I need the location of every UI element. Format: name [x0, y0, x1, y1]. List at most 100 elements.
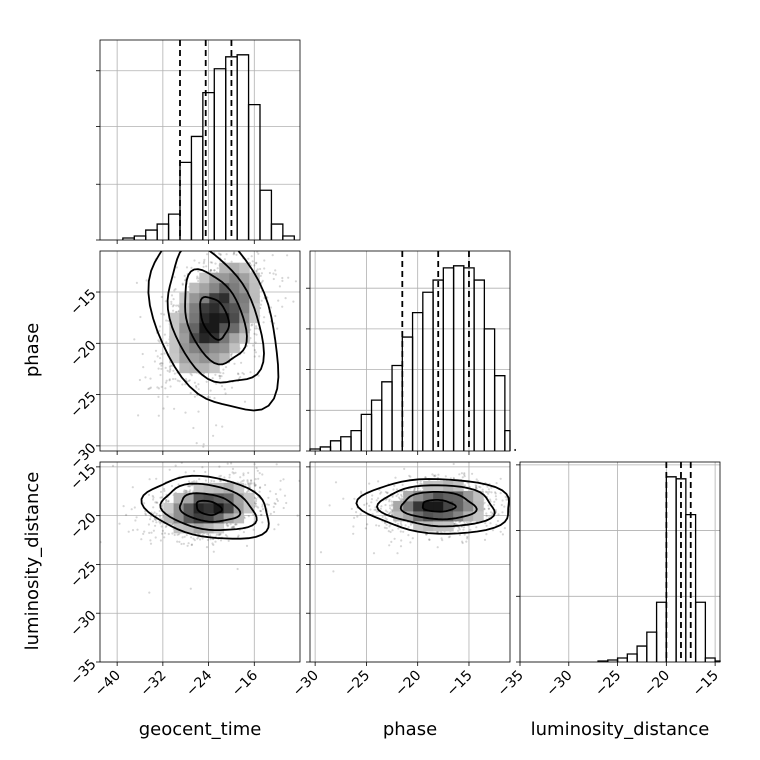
sample-point	[461, 476, 464, 479]
histogram-bar	[329, 440, 342, 451]
sample-point	[149, 518, 152, 521]
sample-point	[155, 477, 158, 480]
sample-point	[219, 474, 222, 477]
sample-point	[259, 510, 262, 513]
sample-point	[513, 461, 515, 463]
sample-point	[163, 352, 166, 355]
sample-point	[390, 508, 393, 511]
sample-point	[269, 306, 273, 309]
sample-point	[252, 528, 255, 531]
sample-point	[353, 497, 356, 500]
density-block	[213, 522, 225, 534]
density-block	[443, 510, 454, 522]
sample-point	[168, 379, 171, 382]
sample-point	[192, 537, 195, 540]
panel-frame	[309, 461, 511, 663]
contour-line	[159, 482, 258, 531]
sample-point	[184, 471, 187, 474]
sample-point	[150, 531, 153, 534]
sample-point	[219, 480, 222, 483]
sample-point	[160, 385, 163, 388]
sample-point	[230, 386, 234, 389]
histogram-bar	[213, 68, 227, 240]
sample-point	[163, 313, 166, 316]
sample-point	[494, 491, 497, 494]
density-block	[463, 500, 474, 512]
density-block	[209, 302, 220, 314]
sample-point	[291, 200, 293, 202]
sample-point	[250, 324, 253, 327]
sample-point	[488, 490, 491, 493]
sample-point	[384, 490, 387, 494]
sample-point	[157, 395, 160, 398]
density-block	[199, 282, 210, 294]
sample-point	[296, 514, 299, 517]
sample-point	[242, 472, 245, 475]
sample-point	[547, 485, 549, 487]
sample-point	[281, 279, 284, 282]
sample-point	[234, 523, 237, 526]
sample-point	[281, 305, 284, 308]
y-tick-label: −25	[67, 389, 99, 421]
sample-point	[221, 233, 223, 235]
sample-point	[377, 480, 380, 483]
sample-point	[263, 316, 266, 319]
sample-point	[176, 379, 179, 382]
sample-point	[158, 362, 162, 365]
histogram-bar	[704, 657, 716, 662]
sample-point	[283, 494, 287, 497]
density-block	[209, 322, 220, 334]
sample-point	[181, 536, 184, 539]
sample-point	[261, 508, 265, 511]
sample-point	[264, 234, 266, 236]
sample-point	[273, 502, 276, 505]
sample-point	[224, 366, 228, 369]
sample-point	[274, 502, 277, 506]
sample-point	[234, 471, 237, 474]
sample-point	[250, 270, 253, 273]
sample-point	[196, 221, 198, 223]
sample-point	[168, 365, 171, 368]
sample-point	[218, 375, 222, 378]
sample-point	[389, 507, 392, 510]
sample-point	[154, 349, 158, 352]
x-tick-label: −30	[543, 668, 575, 700]
sample-point	[177, 304, 180, 307]
sample-point	[272, 277, 275, 281]
sample-point	[307, 507, 309, 509]
sample-point	[409, 475, 412, 478]
sample-point	[253, 483, 256, 486]
sample-point	[159, 539, 162, 542]
sample-point	[396, 552, 399, 555]
sample-point	[253, 332, 256, 335]
sample-point	[184, 491, 187, 494]
density-block	[219, 282, 230, 294]
density-block	[239, 312, 250, 324]
sample-point	[250, 479, 253, 482]
density-block	[189, 302, 200, 314]
density-block	[239, 292, 250, 304]
sample-point	[227, 524, 230, 527]
sample-point	[196, 275, 199, 278]
sample-point	[419, 482, 422, 486]
sample-point	[227, 539, 230, 543]
density-block	[173, 502, 185, 514]
sample-point	[440, 537, 443, 540]
sample-point	[434, 474, 437, 477]
density-block	[213, 482, 225, 494]
sample-point	[163, 487, 166, 491]
sample-point	[352, 532, 355, 535]
y-axis-label-luminosity-distance: luminosity_distance	[22, 472, 43, 651]
sample-point	[159, 496, 162, 499]
histogram-bar	[259, 189, 273, 240]
sample-point	[483, 538, 487, 542]
sample-point	[229, 353, 233, 356]
sample-point	[148, 591, 151, 594]
sample-point	[193, 539, 196, 542]
sample-point	[189, 372, 192, 375]
sample-point	[155, 521, 158, 524]
sample-point	[232, 252, 236, 255]
density-block	[433, 500, 444, 512]
density-block	[473, 490, 484, 502]
frame-layer	[99, 39, 721, 663]
